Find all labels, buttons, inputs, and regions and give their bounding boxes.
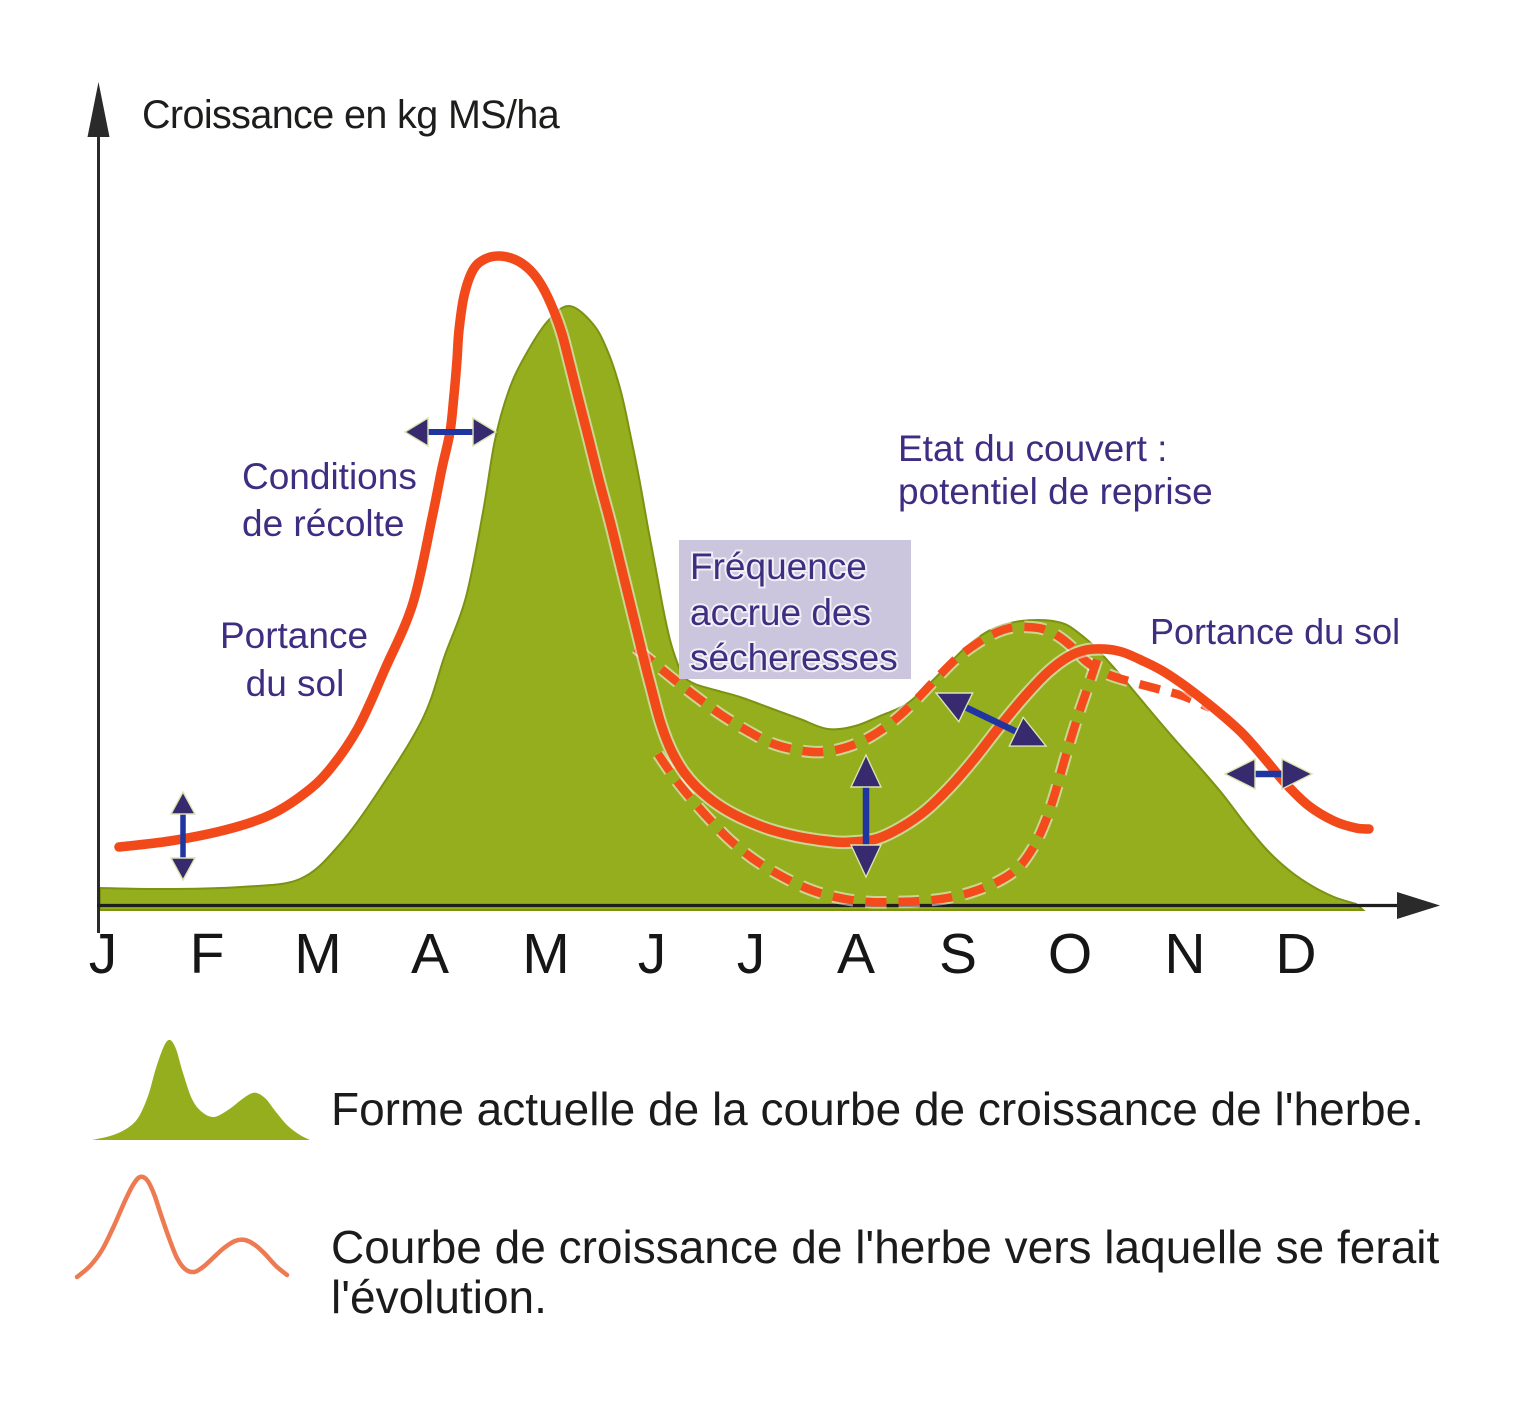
svg-text:J: J (737, 922, 766, 986)
svg-text:O: O (1048, 922, 1092, 986)
svg-text:D: D (1275, 922, 1316, 986)
svg-text:Etat du couvert :: Etat du couvert : (898, 428, 1167, 469)
svg-text:S: S (939, 922, 977, 986)
svg-text:Fréquence: Fréquence (690, 546, 867, 587)
svg-text:Portance du sol: Portance du sol (1150, 611, 1400, 652)
svg-text:N: N (1164, 922, 1205, 986)
svg-text:de récolte: de récolte (242, 503, 405, 544)
svg-text:accrue des: accrue des (690, 592, 871, 633)
svg-text:J: J (638, 922, 667, 986)
svg-text:A: A (837, 922, 875, 986)
svg-text:Portance: Portance (220, 615, 368, 656)
svg-text:M: M (522, 922, 569, 986)
svg-text:Forme actuelle de la courbe de: Forme actuelle de la courbe de croissanc… (331, 1083, 1424, 1135)
svg-text:J: J (89, 922, 118, 986)
svg-text:du sol: du sol (246, 663, 345, 704)
svg-text:Courbe de croissance de l'herb: Courbe de croissance de l'herbe vers laq… (331, 1221, 1440, 1273)
svg-text:F: F (190, 922, 225, 986)
svg-text:Croissance en kg MS/ha: Croissance en kg MS/ha (142, 93, 560, 137)
svg-text:sécheresses: sécheresses (690, 637, 898, 678)
svg-text:potentiel de reprise: potentiel de reprise (898, 471, 1213, 512)
svg-text:M: M (294, 922, 341, 986)
svg-text:A: A (411, 922, 449, 986)
svg-text:l'évolution.: l'évolution. (331, 1271, 547, 1323)
svg-text:Conditions: Conditions (242, 456, 417, 497)
